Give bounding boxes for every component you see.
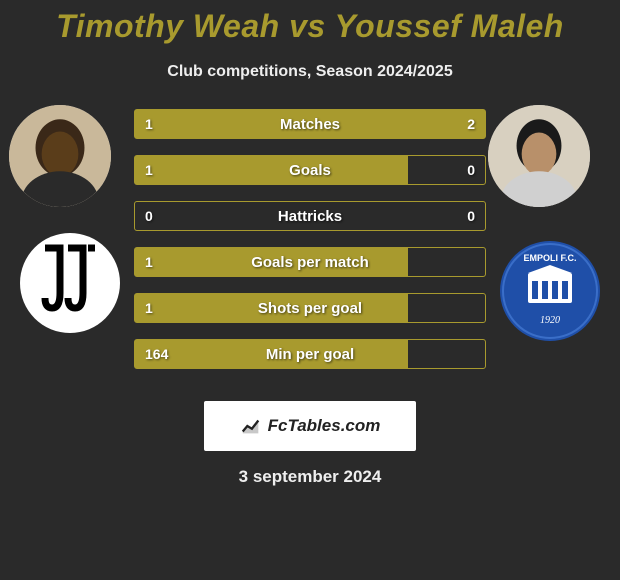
player2-name: Youssef Maleh <box>334 8 563 44</box>
player1-name: Timothy Weah <box>56 8 280 44</box>
stat-label: Min per goal <box>266 346 354 363</box>
stat-row: 1 Shots per goal <box>134 293 486 323</box>
stat-label: Matches <box>280 116 340 133</box>
svg-text:1920: 1920 <box>540 315 560 326</box>
stat-bars: 1 Matches 2 1 Goals 0 0 Hattricks 0 1 Goals per ma… <box>134 109 486 385</box>
stat-value-left: 0 <box>145 208 153 224</box>
stat-value-left: 1 <box>145 300 153 316</box>
stat-label: Goals <box>289 162 331 179</box>
stat-value-left: 1 <box>145 162 153 178</box>
stat-value-right: 0 <box>467 208 475 224</box>
person-icon <box>9 105 111 207</box>
bar-fill-left <box>135 156 408 184</box>
stat-value-right: 0 <box>467 162 475 178</box>
stat-value-left: 1 <box>145 254 153 270</box>
chart-icon <box>240 415 262 437</box>
stat-row: 1 Matches 2 <box>134 109 486 139</box>
svg-text:EMPOLI F.C.: EMPOLI F.C. <box>523 253 576 263</box>
stat-label: Goals per match <box>251 254 369 271</box>
empoli-icon: EMPOLI F.C. 1920 <box>500 241 600 341</box>
stat-value-left: 1 <box>145 116 153 132</box>
stat-row: 0 Hattricks 0 <box>134 201 486 231</box>
stat-row: 1 Goals per match <box>134 247 486 277</box>
date-text: 3 september 2024 <box>0 467 620 487</box>
club2-logo: EMPOLI F.C. 1920 <box>500 241 600 341</box>
stat-row: 1 Goals 0 <box>134 155 486 185</box>
branding-text: FcTables.com <box>268 416 381 436</box>
comparison-title: Timothy Weah vs Youssef Maleh <box>0 0 620 45</box>
stat-row: 164 Min per goal <box>134 339 486 369</box>
player1-avatar <box>9 105 111 207</box>
subtitle: Club competitions, Season 2024/2025 <box>0 63 620 81</box>
stat-value-right: 2 <box>467 116 475 132</box>
person-icon <box>488 105 590 207</box>
stat-label: Hattricks <box>278 208 342 225</box>
stat-label: Shots per goal <box>258 300 362 317</box>
comparison-chart: EMPOLI F.C. 1920 1 Matches 2 1 Goals 0 0 Hattri… <box>0 109 620 389</box>
stat-value-left: 164 <box>145 346 168 362</box>
juventus-icon <box>40 243 100 323</box>
vs-text: vs <box>289 8 326 44</box>
branding-box[interactable]: FcTables.com <box>204 401 416 451</box>
club1-logo <box>20 233 120 333</box>
player2-avatar <box>488 105 590 207</box>
